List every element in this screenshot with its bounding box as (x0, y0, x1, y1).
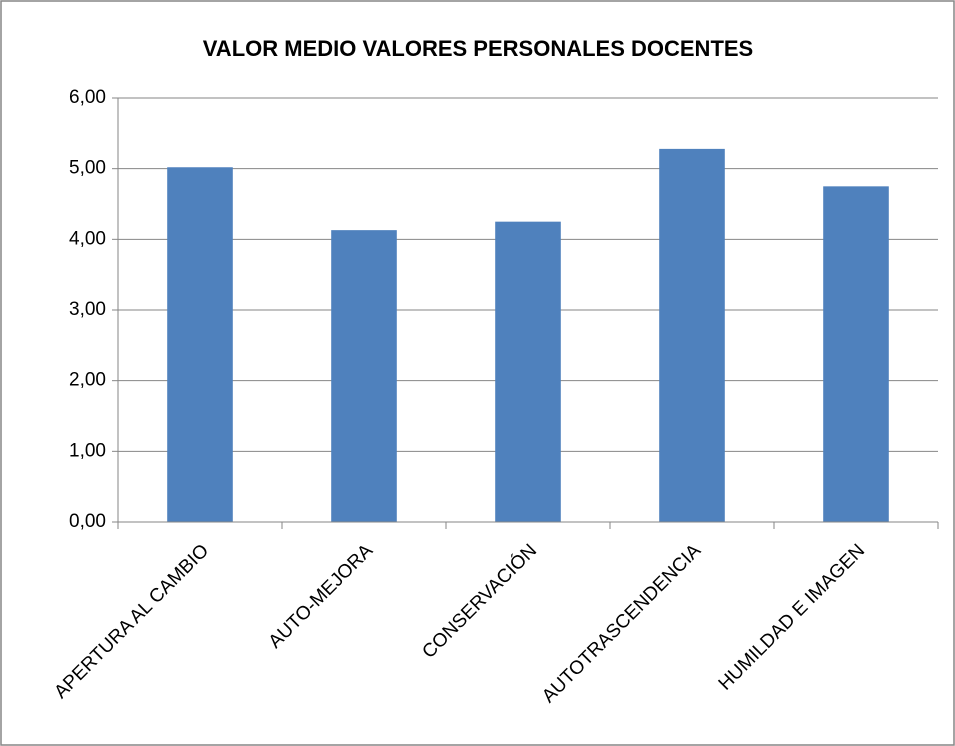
y-tick-label: 2,00 (69, 370, 106, 391)
y-tick-label: 1,00 (69, 440, 106, 461)
y-tick-label: 0,00 (69, 511, 106, 532)
chart-title: VALOR MEDIO VALORES PERSONALES DOCENTES (203, 36, 753, 61)
bar (823, 186, 889, 523)
bar (659, 148, 725, 522)
bar (167, 167, 233, 522)
y-tick-label: 6,00 (69, 87, 106, 108)
bar (495, 221, 561, 522)
y-tick-label: 3,00 (69, 299, 106, 320)
y-tick-label: 4,00 (69, 228, 106, 249)
y-tick-label: 5,00 (69, 158, 106, 179)
bar (331, 230, 397, 522)
